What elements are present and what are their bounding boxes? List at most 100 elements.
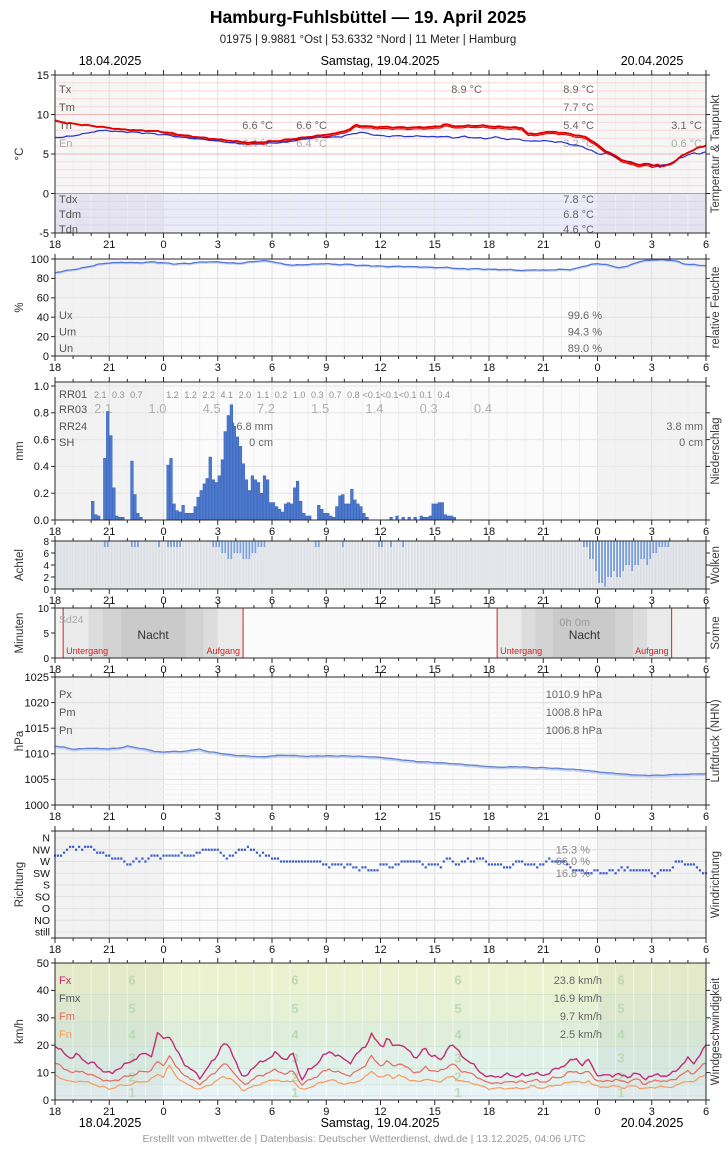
svg-text:<0.1: <0.1 xyxy=(399,390,417,400)
svg-text:9: 9 xyxy=(323,944,329,956)
page-title: Hamburg-Fuhlsbüttel — 19. April 2025 xyxy=(209,7,527,27)
svg-text:5: 5 xyxy=(454,1001,461,1016)
svg-text:0: 0 xyxy=(594,944,600,956)
svg-text:4.5: 4.5 xyxy=(203,401,221,416)
svg-text:12: 12 xyxy=(374,664,386,676)
svg-text:2: 2 xyxy=(128,1070,135,1085)
svg-text:6: 6 xyxy=(269,239,275,251)
svg-text:0: 0 xyxy=(43,351,49,363)
svg-text:6: 6 xyxy=(269,944,275,956)
svg-text:1.1: 1.1 xyxy=(257,390,270,400)
svg-text:3: 3 xyxy=(649,362,655,374)
svg-text:Luftdruck (NHN): Luftdruck (NHN) xyxy=(710,699,722,782)
svg-text:RR24: RR24 xyxy=(59,421,87,433)
svg-text:Temperatur & Taupunkt: Temperatur & Taupunkt xyxy=(710,94,722,213)
svg-text:0: 0 xyxy=(43,585,49,596)
date-top-right: 20.04.2025 xyxy=(620,54,684,68)
svg-text:18: 18 xyxy=(483,664,495,676)
svg-text:1010: 1010 xyxy=(25,749,49,761)
svg-text:3: 3 xyxy=(649,526,655,538)
svg-text:3: 3 xyxy=(215,1106,221,1118)
svg-text:Tdx: Tdx xyxy=(59,194,78,206)
svg-text:21: 21 xyxy=(103,1106,115,1118)
svg-text:6: 6 xyxy=(128,972,135,987)
svg-text:20: 20 xyxy=(37,1040,49,1052)
svg-text:mm: mm xyxy=(14,441,26,460)
svg-text:2.1: 2.1 xyxy=(94,401,112,416)
svg-text:9: 9 xyxy=(323,239,329,251)
svg-text:21: 21 xyxy=(537,1106,549,1118)
svg-text:21: 21 xyxy=(537,526,549,538)
svg-text:Sonne: Sonne xyxy=(710,616,722,649)
svg-text:Tdn: Tdn xyxy=(59,224,78,236)
svg-text:12: 12 xyxy=(374,595,386,607)
svg-text:94.3 %: 94.3 % xyxy=(568,327,602,339)
svg-text:4: 4 xyxy=(617,1027,625,1042)
svg-text:1015: 1015 xyxy=(25,723,49,735)
svg-text:Achtel: Achtel xyxy=(14,549,26,581)
svg-text:Um: Um xyxy=(59,327,76,339)
svg-text:0.3: 0.3 xyxy=(112,390,125,400)
svg-text:3: 3 xyxy=(215,239,221,251)
svg-text:10: 10 xyxy=(37,109,49,121)
svg-text:3.8 mm: 3.8 mm xyxy=(666,421,703,433)
svg-text:Tx: Tx xyxy=(59,84,72,96)
date-top-center: Samstag, 19.04.2025 xyxy=(320,54,440,68)
svg-text:3: 3 xyxy=(215,811,221,823)
svg-text:1020: 1020 xyxy=(25,697,49,709)
svg-text:6.4 °C: 6.4 °C xyxy=(296,138,327,150)
svg-text:Fn: Fn xyxy=(59,1029,72,1041)
svg-text:0h 0m: 0h 0m xyxy=(559,617,590,629)
svg-text:0: 0 xyxy=(594,239,600,251)
date-bottom-right: 20.04.2025 xyxy=(620,1116,684,1130)
svg-text:3: 3 xyxy=(649,944,655,956)
pressure-panel: Px 1010.9 hPa Pm 1008.8 hPa Pn 1006.8 hPa 1000… xyxy=(14,672,722,823)
svg-text:15: 15 xyxy=(429,362,441,374)
svg-text:99.6 %: 99.6 % xyxy=(568,310,602,322)
svg-text:18: 18 xyxy=(483,1106,495,1118)
svg-text:5: 5 xyxy=(291,1001,298,1016)
svg-text:12: 12 xyxy=(374,1106,386,1118)
svg-text:4: 4 xyxy=(454,1027,462,1042)
svg-text:3: 3 xyxy=(649,811,655,823)
svg-text:12: 12 xyxy=(374,239,386,251)
svg-text:6: 6 xyxy=(269,811,275,823)
svg-text:6: 6 xyxy=(703,1106,709,1118)
svg-text:6: 6 xyxy=(703,664,709,676)
svg-text:2: 2 xyxy=(617,1070,624,1085)
svg-text:0: 0 xyxy=(160,664,166,676)
svg-text:Fm: Fm xyxy=(59,1011,75,1023)
date-bottom-left: 18.04.2025 xyxy=(78,1116,142,1130)
svg-text:0: 0 xyxy=(160,944,166,956)
svg-text:%: % xyxy=(14,302,26,312)
svg-text:6: 6 xyxy=(269,1106,275,1118)
svg-text:18: 18 xyxy=(49,239,61,251)
svg-text:Fx: Fx xyxy=(59,975,72,987)
svg-text:0: 0 xyxy=(160,595,166,607)
svg-text:16.9 km/h: 16.9 km/h xyxy=(554,993,602,1005)
svg-text:9: 9 xyxy=(323,1106,329,1118)
svg-text:15.3 %: 15.3 % xyxy=(556,844,590,856)
svg-text:Untergang: Untergang xyxy=(500,646,542,656)
svg-text:0: 0 xyxy=(594,1106,600,1118)
footer-credit: Erstellt von mtwetter.de | Datenbasis: D… xyxy=(142,1133,586,1145)
svg-text:7.7 °C: 7.7 °C xyxy=(563,102,594,114)
svg-text:Aufgang: Aufgang xyxy=(635,646,669,656)
svg-text:10: 10 xyxy=(38,604,50,615)
svg-text:1.0: 1.0 xyxy=(293,390,306,400)
svg-text:Fmx: Fmx xyxy=(59,993,81,1005)
svg-text:6: 6 xyxy=(703,944,709,956)
svg-text:3.1 °C: 3.1 °C xyxy=(671,120,702,132)
svg-text:0: 0 xyxy=(43,654,49,665)
precipitation-panel: RR01 2.1 0.3 0.7 1.2 1.2 2.2 4.1 2.0 1.1 0.2 1.0 0.3… xyxy=(14,377,722,538)
svg-text:6.6 °C: 6.6 °C xyxy=(296,120,327,132)
svg-text:0: 0 xyxy=(160,1106,166,1118)
svg-text:relative Feuchte: relative Feuchte xyxy=(710,267,722,349)
svg-text:18: 18 xyxy=(49,595,61,607)
svg-text:1.0: 1.0 xyxy=(148,401,166,416)
svg-text:15: 15 xyxy=(429,239,441,251)
svg-text:1: 1 xyxy=(454,1085,461,1100)
